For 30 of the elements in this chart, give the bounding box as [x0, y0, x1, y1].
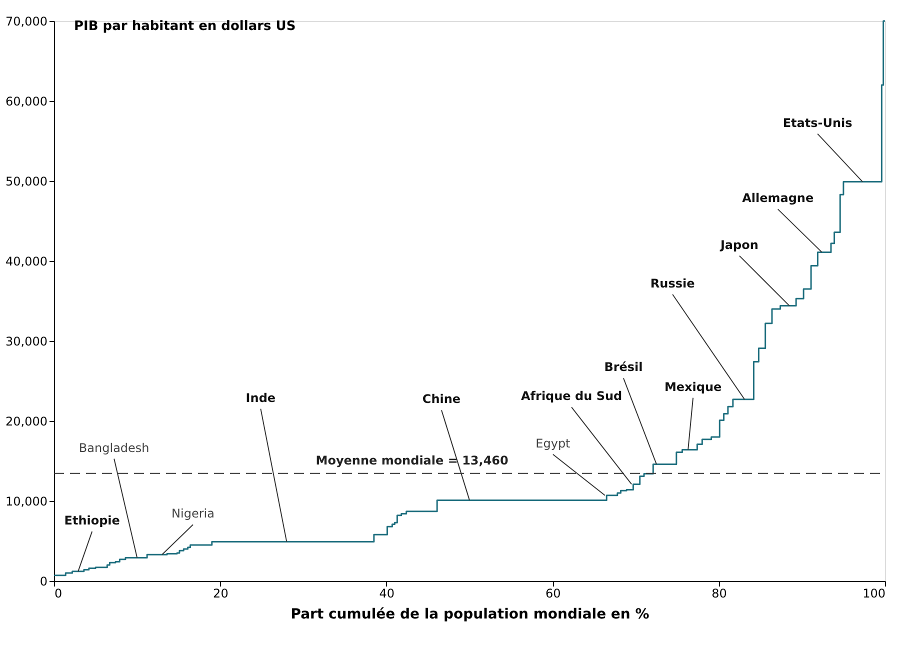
annotation: Ethiopie: [64, 513, 120, 528]
annotation: Russie: [650, 276, 695, 290]
chart-title: PIB par habitant en dollars US: [74, 19, 296, 34]
y-tick-label: 30,000: [6, 334, 48, 348]
annotation: Inde: [246, 390, 276, 405]
ref-line-label: Moyenne mondiale = 13,460: [316, 453, 508, 468]
y-tick-label: 20,000: [6, 414, 48, 428]
annotation: Bangladesh: [78, 440, 150, 455]
annotation: Chine: [422, 392, 461, 406]
y-tick-label: 60,000: [6, 94, 48, 108]
annotation: Mexique: [664, 380, 722, 394]
annotation: Etats-Unis: [782, 116, 852, 130]
y-tick-label: 40,000: [6, 254, 48, 268]
y-tick-label: 0: [40, 574, 48, 588]
y-tick-label: 50,000: [6, 174, 48, 188]
x-tick-label: 20: [213, 586, 228, 600]
y-tick-label: 10,000: [6, 494, 48, 508]
annotation: Afrique du Sud: [521, 389, 622, 404]
x-tick-label: 60: [545, 586, 561, 600]
annotation: Brésil: [604, 360, 643, 374]
x-tick-label: 100: [862, 586, 886, 600]
annotation: Nigeria: [172, 506, 214, 521]
annotation: Egypt: [536, 436, 571, 450]
x-tick-label: 80: [712, 586, 727, 600]
y-tick-label: 70,000: [6, 14, 48, 28]
x-axis-title: Part cumulée de la population mondiale en %: [290, 606, 650, 622]
annotation: Allemagne: [742, 191, 814, 206]
annotation: Japon: [719, 238, 758, 252]
x-tick-label: 0: [54, 586, 62, 600]
x-tick-label: 40: [379, 586, 395, 600]
